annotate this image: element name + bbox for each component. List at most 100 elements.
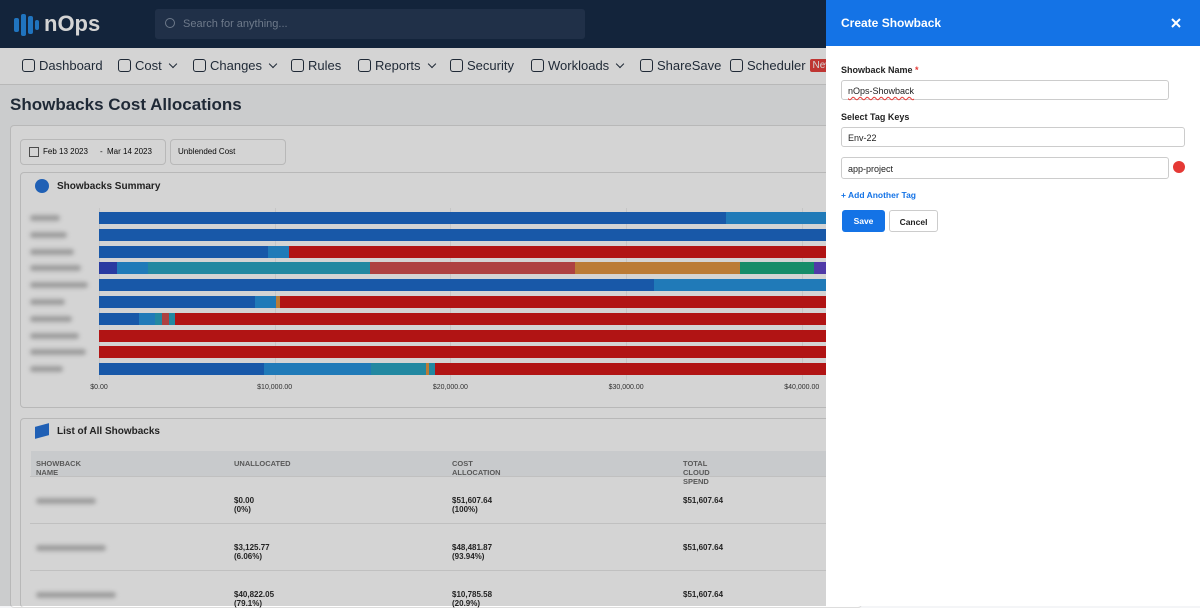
nav-icon <box>531 59 544 72</box>
nav-label: Cost <box>135 58 162 73</box>
bar-segment <box>99 262 117 275</box>
nav-item[interactable]: Rules <box>291 58 341 73</box>
nav-icon <box>193 59 206 72</box>
table-cell: $3,125.77 (6.06%) <box>234 543 270 561</box>
table-cell: $10,785.58 (20.9%) <box>452 590 493 608</box>
bar-segment <box>99 212 727 224</box>
nav-item[interactable]: Reports <box>358 58 436 73</box>
x-tick-label: $30,000.00 <box>608 384 644 391</box>
blurred-category-label <box>30 215 60 221</box>
nav-label: Reports <box>375 58 421 73</box>
x-tick-label: $40,000.00 <box>784 384 820 391</box>
table-card: List of All Showbacks <box>20 418 862 608</box>
nav-label: Workloads <box>548 58 610 73</box>
search-placeholder: Search for anything... <box>183 18 288 30</box>
bar-segment <box>279 296 983 308</box>
nav-label: Scheduler <box>747 58 806 73</box>
table-cell: $40,822.05 (79.1%) <box>234 590 275 608</box>
name-label-text: Showback Name <box>841 65 913 75</box>
blurred-name <box>36 545 106 551</box>
nav-item[interactable]: Security <box>450 58 514 73</box>
add-tag-link[interactable]: + Add Another Tag <box>841 190 917 200</box>
table-cell: $51,607.64 <box>683 590 724 599</box>
column-header: UNALLOCATED <box>234 459 291 468</box>
bar-segment <box>99 296 256 308</box>
blurred-category-label <box>30 299 65 305</box>
date-start: Feb 13 2023 <box>43 147 88 156</box>
row-divider <box>30 523 830 524</box>
side-panel: Create Showback Showback Name * nOps-Sho… <box>826 0 1200 606</box>
blurred-category-label <box>30 315 72 322</box>
nav-icon <box>22 59 35 72</box>
column-header: COST ALLOCATION <box>452 459 501 477</box>
required-mark: * <box>915 65 919 75</box>
modal-backdrop[interactable] <box>0 0 826 606</box>
calendar-icon <box>29 147 39 157</box>
blurred-category-label <box>30 349 86 356</box>
grid-line <box>274 208 276 380</box>
column-header: TOTAL CLOUD SPEND <box>683 459 710 486</box>
nav-item[interactable]: Changes <box>193 58 278 73</box>
nav-icon <box>730 59 743 72</box>
bar-segment <box>425 363 430 376</box>
search-box[interactable]: Search for anything... <box>155 9 585 39</box>
cost-type-select[interactable]: Unblended Cost <box>170 139 286 165</box>
bar-segment <box>99 363 265 376</box>
logo: nOps <box>44 11 101 36</box>
bar-segment <box>99 279 655 292</box>
table-cell: $51,607.64 (100%) <box>452 496 493 514</box>
table-cell: $51,607.64 <box>683 543 724 552</box>
grid-line <box>99 208 100 380</box>
cost-type: Unblended Cost <box>178 147 236 156</box>
bar-segment <box>162 312 170 325</box>
nav-item[interactable]: Workloads <box>531 58 625 73</box>
bar-segment <box>174 312 878 325</box>
cancel-button[interactable]: Cancel <box>889 210 938 232</box>
tag-select[interactable]: app-project <box>841 157 1169 179</box>
name-label: Showback Name * <box>841 65 919 75</box>
nav-item[interactable]: Dashboard <box>22 58 103 73</box>
tags-label: Select Tag Keys <box>841 112 910 122</box>
bar-segment <box>99 245 268 258</box>
bar-segment <box>255 296 277 308</box>
x-tick-label: $20,000.00 <box>432 384 468 391</box>
nav-label: Security <box>467 58 514 73</box>
x-tick-label: $10,000.00 <box>257 384 293 391</box>
blurred-category-label <box>30 282 88 289</box>
nav-item[interactable]: ShareSave <box>640 58 721 73</box>
search-icon <box>165 18 175 28</box>
column-header: SHOWBACK NAME <box>36 459 81 477</box>
blurred-category-label <box>30 332 79 339</box>
date-picker[interactable]: Feb 13 2023 - Mar 14 2023 <box>20 139 166 165</box>
logo-icon <box>14 14 39 36</box>
close-button[interactable] <box>1171 18 1181 28</box>
nav-icon <box>450 59 463 72</box>
bar-segment <box>155 312 163 325</box>
bar-segment <box>99 346 1006 359</box>
bar-segment <box>264 363 372 376</box>
date-sep: - <box>100 147 103 156</box>
bar-segment <box>740 262 815 275</box>
table-cell: $48,481.87 (93.94%) <box>452 543 493 561</box>
table-title: List of All Showbacks <box>57 426 160 437</box>
grid-line <box>801 208 803 380</box>
nav-item[interactable]: Cost <box>118 58 177 73</box>
bar-segment <box>288 245 992 258</box>
save-button[interactable]: Save <box>842 210 885 232</box>
x-tick-label: $0.00 <box>90 384 108 391</box>
blurred-name <box>36 592 116 598</box>
blurred-category-label <box>30 248 74 255</box>
bar-segment <box>276 296 280 308</box>
bar-segment <box>99 312 140 325</box>
bar-segment <box>99 228 1006 241</box>
name-input[interactable]: nOps-Showback <box>841 80 1169 100</box>
nav-icon <box>640 59 653 72</box>
bar-segment <box>99 329 1006 342</box>
remove-tag[interactable] <box>1173 161 1185 173</box>
panel-header: Create Showback <box>826 0 1200 46</box>
page-title: Showbacks Cost Allocations <box>10 95 242 114</box>
table-header-bg <box>31 451 851 477</box>
row-divider <box>30 570 830 571</box>
nav-icon <box>358 59 371 72</box>
tag-select[interactable]: Env-22 <box>841 127 1185 147</box>
